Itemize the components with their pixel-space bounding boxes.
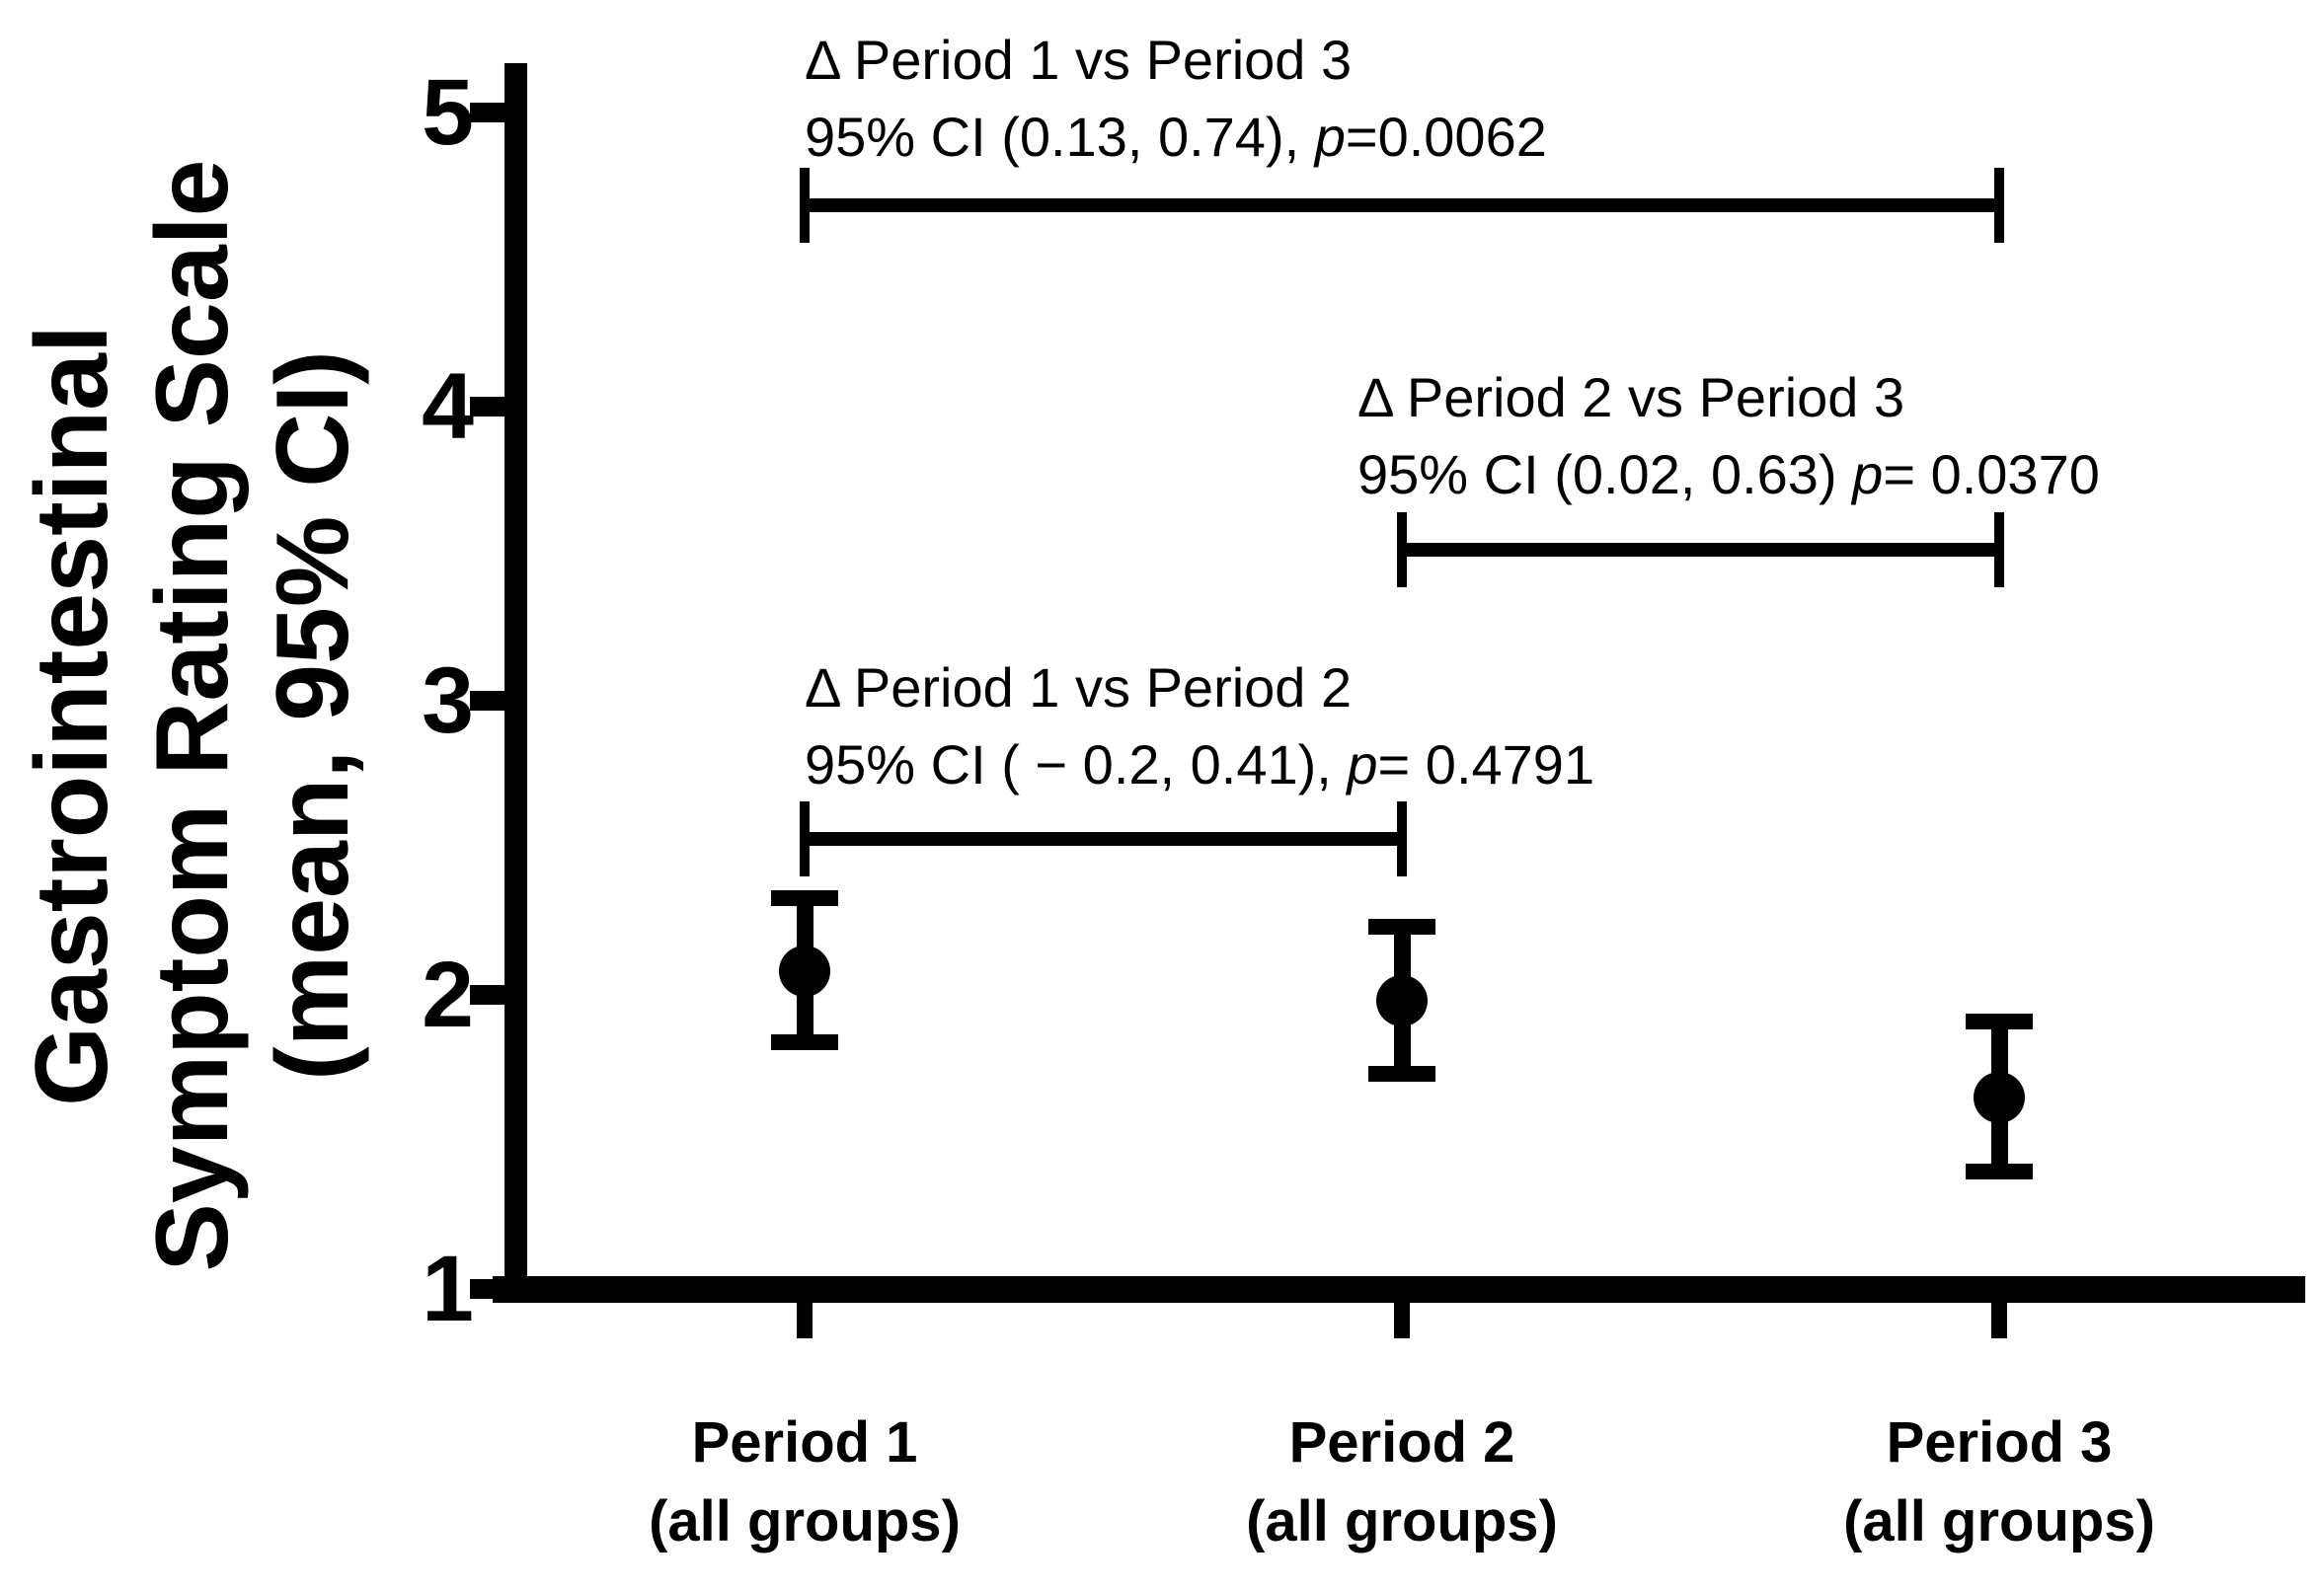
comparison-bracket-end-right — [1397, 801, 1407, 876]
comparison-bracket-end-left — [800, 168, 810, 243]
x-axis-line — [493, 1276, 2305, 1303]
comparison-stats: 95% CI ( − 0.2, 0.41), p= 0.4791 — [805, 733, 1595, 796]
comparison-bracket-end-left — [800, 801, 810, 876]
category-label-2: Period 2 (all groups) — [1155, 1403, 1649, 1561]
y-tick-label: 5 — [422, 60, 474, 165]
y-axis-title-line1: Gastrointestinal — [15, 325, 129, 1106]
mean-point — [779, 946, 830, 998]
p-symbol: p — [1314, 106, 1346, 168]
comparison-annotation: Δ Period 1 vs Period 3 95% CI (0.13, 0.74… — [805, 22, 1547, 176]
y-tick-label: 2 — [422, 943, 474, 1047]
error-bar-cap-bottom — [771, 1033, 838, 1050]
error-bar-cap-top — [1368, 919, 1435, 936]
comparison-bracket-end-right — [1994, 512, 2004, 587]
y-axis-title-line2: Symptom Rating Scale — [135, 159, 250, 1272]
y-tick-mark — [470, 397, 507, 417]
error-bar-cap-top — [771, 889, 838, 906]
x-tick-mark — [797, 1301, 813, 1338]
category-label-line1: Period 1 — [691, 1410, 918, 1475]
comparison-bracket-line — [805, 198, 1999, 212]
comparison-label: Δ Period 2 vs Period 3 — [1357, 366, 1905, 428]
y-tick-label: 1 — [422, 1237, 474, 1341]
comparison-bracket-line — [1402, 543, 1999, 557]
y-tick-label: 4 — [422, 354, 474, 459]
category-label-line2: (all groups) — [649, 1489, 961, 1553]
y-axis-line — [504, 63, 527, 1303]
p-symbol: p — [1852, 443, 1884, 505]
comparison-bracket-end-left — [1397, 512, 1407, 587]
x-tick-mark — [1991, 1301, 2007, 1338]
category-label-3: Period 3 (all groups) — [1752, 1403, 2246, 1561]
y-tick-mark — [470, 985, 507, 1005]
y-tick-mark — [470, 103, 507, 122]
category-label-line2: (all groups) — [1843, 1489, 2155, 1553]
error-bar-cap-bottom — [1966, 1163, 2033, 1179]
mean-point — [1376, 974, 1428, 1026]
y-tick-mark — [470, 1279, 507, 1299]
comparison-bracket-end-right — [1994, 168, 2004, 243]
category-label-line2: (all groups) — [1246, 1489, 1558, 1553]
category-label-line1: Period 3 — [1886, 1410, 2113, 1475]
comparison-label: Δ Period 1 vs Period 3 — [805, 29, 1353, 91]
category-label-line1: Period 2 — [1288, 1410, 1515, 1475]
y-tick-mark — [470, 691, 507, 711]
x-tick-mark — [1394, 1301, 1410, 1338]
y-tick-label: 3 — [422, 648, 474, 753]
comparison-label: Δ Period 1 vs Period 2 — [805, 656, 1353, 719]
comparison-annotation: Δ Period 2 vs Period 3 95% CI (0.02, 0.63… — [1357, 359, 2100, 513]
error-bar-cap-bottom — [1368, 1066, 1435, 1083]
comparison-stats: 95% CI (0.02, 0.63) p= 0.0370 — [1357, 443, 2100, 505]
category-label-1: Period 1 (all groups) — [558, 1403, 1051, 1561]
comparison-bracket-line — [805, 832, 1402, 846]
comparison-stats: 95% CI (0.13, 0.74), p=0.0062 — [805, 106, 1547, 168]
error-bar-cap-top — [1966, 1013, 2033, 1029]
mean-point — [1974, 1072, 2025, 1124]
comparison-annotation: Δ Period 1 vs Period 2 95% CI ( − 0.2, 0.… — [805, 649, 1594, 803]
p-symbol: p — [1347, 733, 1378, 796]
